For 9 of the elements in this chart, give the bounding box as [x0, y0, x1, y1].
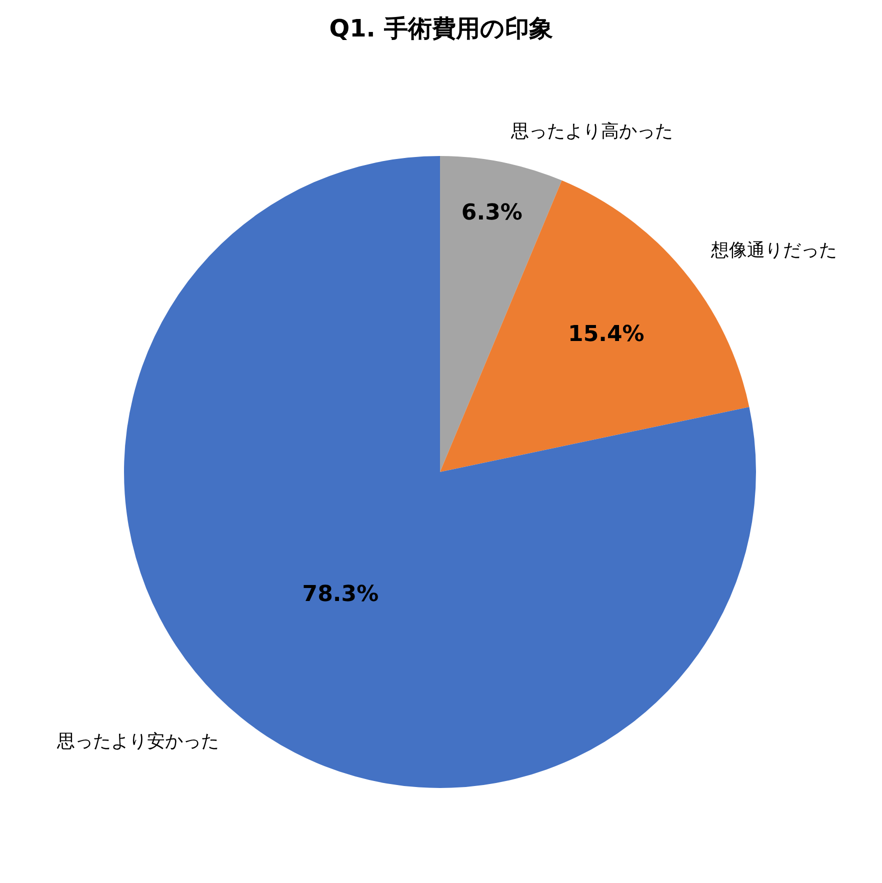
pie-slice [440, 156, 562, 472]
slice-label: 思ったより安かった [56, 731, 219, 752]
data-label: 15.4% [568, 322, 644, 348]
chart-title: Q1. 手術費用の印象 [329, 14, 553, 42]
slice-label: 想像通りだった [710, 240, 837, 261]
data-label: 6.3% [461, 200, 522, 226]
data-label: 78.3% [302, 582, 379, 608]
pie-slice [440, 180, 750, 472]
slice-label: 思ったより高かった [510, 121, 673, 142]
